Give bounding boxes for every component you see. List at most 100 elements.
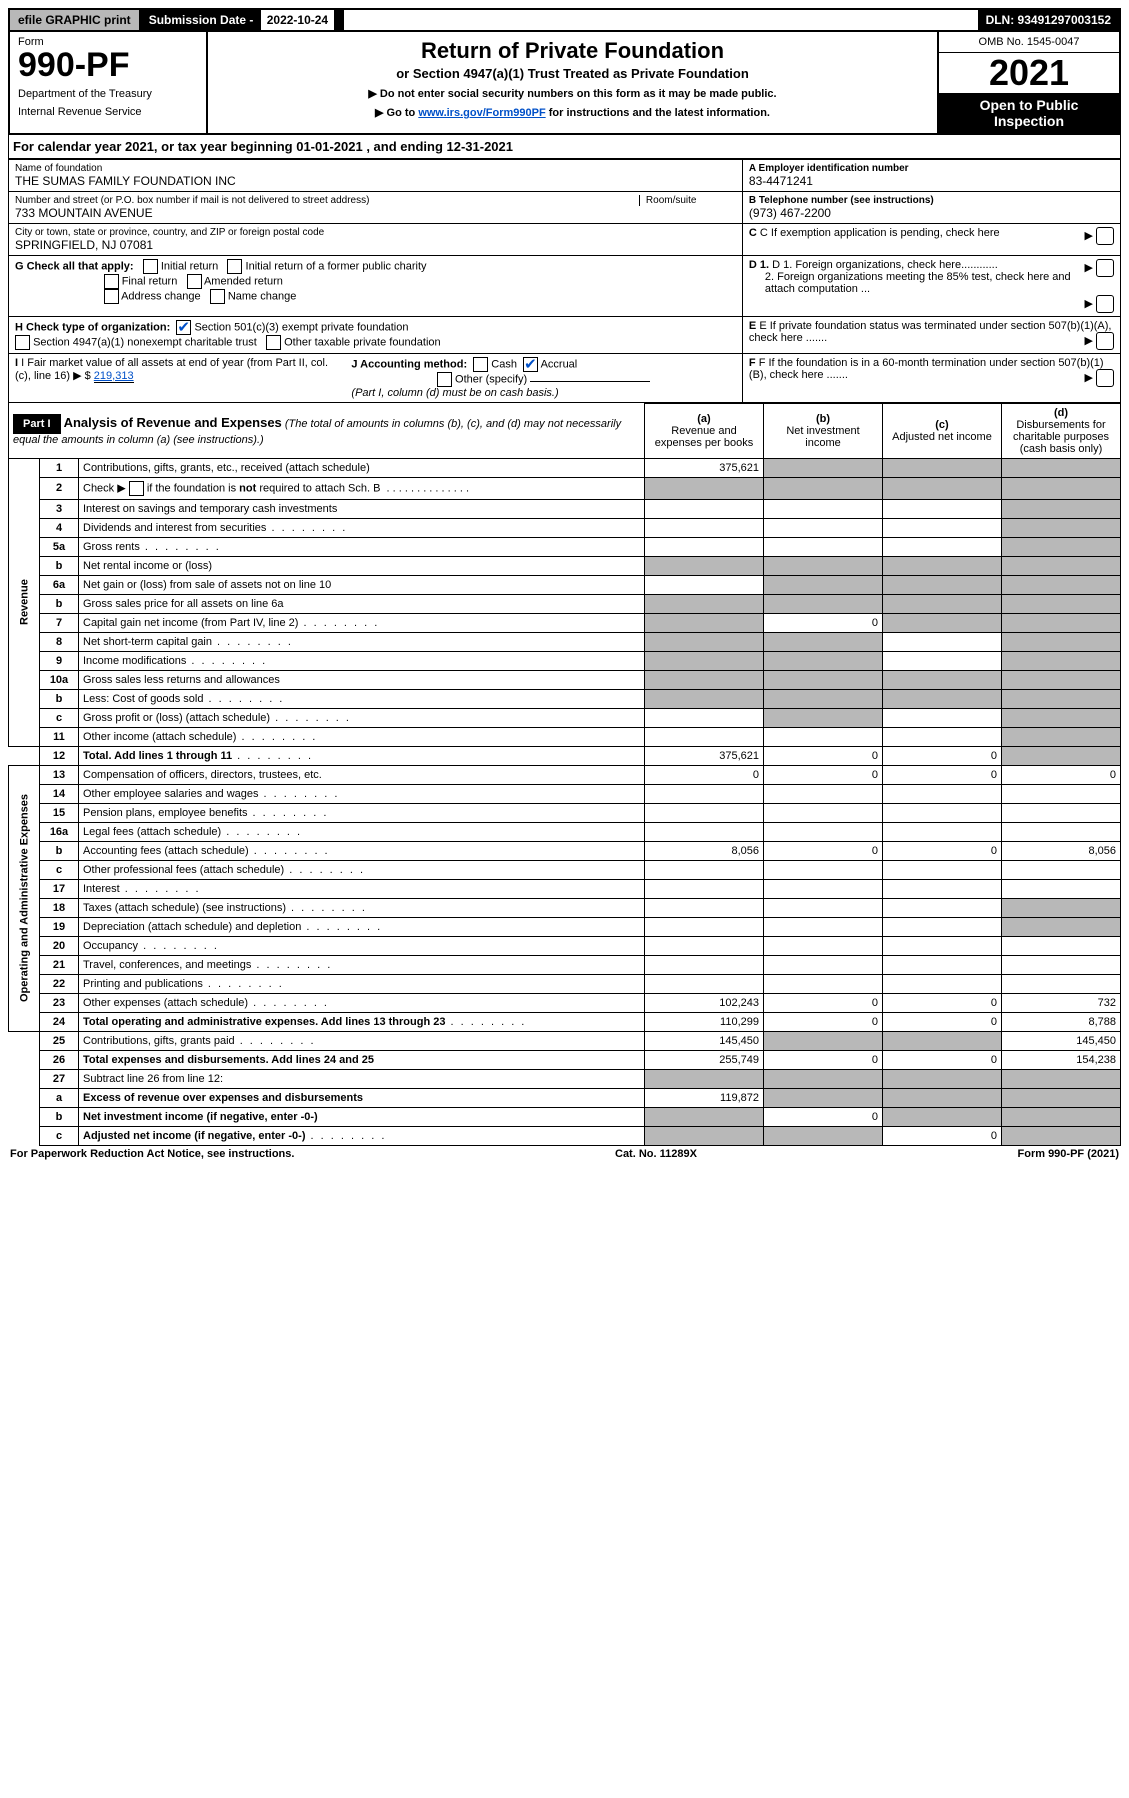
row-7-num: 7 [40,613,79,632]
g-o4: Amended return [204,275,283,287]
instr-1: ▶ Do not enter social security numbers o… [214,87,931,100]
row-8-num: 8 [40,632,79,651]
col-c-hdr2: Adjusted net income [892,431,992,443]
row-5b-desc: Net rental income or (loss) [79,556,645,575]
row-26-b: 0 [764,1050,883,1069]
c-label: C C If exemption application is pending,… [749,227,1000,239]
row-11-desc: Other income (attach schedule) [79,727,645,746]
row-8-desc: Net short-term capital gain [79,632,645,651]
instructions-link[interactable]: www.irs.gov/Form990PF [418,107,545,119]
row-14-desc: Other employee salaries and wages [79,784,645,803]
i-amount[interactable]: 219,313 [94,370,134,383]
addr-label: Number and street (or P.O. box number if… [15,195,627,206]
row-1-desc: Contributions, gifts, grants, etc., rece… [79,458,645,477]
col-d-hdr: (d) [1054,407,1068,419]
h-4947-chk[interactable] [15,335,30,350]
j-cash-chk[interactable] [473,357,488,372]
row-22-num: 22 [40,974,79,993]
row-26-desc: Total expenses and disbursements. Add li… [79,1050,645,1069]
g-amended-chk[interactable] [187,274,202,289]
j-cash: Cash [491,358,517,370]
f-checkbox[interactable] [1096,369,1114,387]
city-label: City or town, state or province, country… [15,227,736,238]
row-12-c: 0 [883,746,1002,765]
row-27c-num: c [40,1126,79,1145]
j-accrual-chk[interactable] [523,357,538,372]
c-checkbox[interactable] [1096,227,1114,245]
row-24-b: 0 [764,1012,883,1031]
row-12-a: 375,621 [645,746,764,765]
city-value: SPRINGFIELD, NJ 07081 [15,238,736,252]
row-1-a: 375,621 [645,458,764,477]
row-24-a: 110,299 [645,1012,764,1031]
part1-table: Part I Analysis of Revenue and Expenses … [8,403,1121,1146]
row-2-chk[interactable] [129,481,144,496]
row-27c-c: 0 [883,1126,1002,1145]
row-25-desc: Contributions, gifts, grants paid [79,1031,645,1050]
row-4-num: 4 [40,518,79,537]
g-initial-return-chk[interactable] [143,259,158,274]
row-5b-num: b [40,556,79,575]
tel-value: (973) 467-2200 [749,206,1114,220]
g-name-change-chk[interactable] [210,289,225,304]
footer-right: Form 990-PF (2021) [1018,1148,1120,1160]
omb-number: OMB No. 1545-0047 [939,32,1119,53]
ein-value: 83-4471241 [749,174,1114,188]
e-checkbox[interactable] [1096,332,1114,350]
row-13-b: 0 [764,765,883,784]
row-18-num: 18 [40,898,79,917]
row-21-desc: Travel, conferences, and meetings [79,955,645,974]
row-16c-desc: Other professional fees (attach schedule… [79,860,645,879]
row-27c-desc: Adjusted net income (if negative, enter … [79,1126,645,1145]
row-13-d: 0 [1002,765,1121,784]
row-16a-num: 16a [40,822,79,841]
row-13-num: 13 [40,765,79,784]
row-24-d: 8,788 [1002,1012,1121,1031]
top-bar: efile GRAPHIC print Submission Date - 20… [8,8,1121,32]
h-other-taxable-chk[interactable] [266,335,281,350]
row-27-desc: Subtract line 26 from line 12: [79,1069,645,1088]
open-to-public: Open to Public Inspection [939,93,1119,133]
row-26-d: 154,238 [1002,1050,1121,1069]
g-initial-former-chk[interactable] [227,259,242,274]
instr2-post: for instructions and the latest informat… [546,107,770,119]
d1-checkbox[interactable] [1096,259,1114,277]
col-b-hdr2: Net investment income [786,425,859,449]
dln: DLN: 93491297003152 [978,10,1119,30]
row-12-num: 12 [40,746,79,765]
g-label: G Check all that apply: [15,260,134,272]
row-26-a: 255,749 [645,1050,764,1069]
col-d-hdr2: Disbursements for charitable purposes (c… [1013,419,1109,455]
row-4-desc: Dividends and interest from securities [79,518,645,537]
row-6a-desc: Net gain or (loss) from sale of assets n… [79,575,645,594]
d2-checkbox[interactable] [1096,295,1114,313]
row-25-num: 25 [40,1031,79,1050]
g-o2: Initial return of a former public charit… [246,260,427,272]
g-final-return-chk[interactable] [104,274,119,289]
name-label: Name of foundation [15,163,736,174]
row-3-desc: Interest on savings and temporary cash i… [79,499,645,518]
header-left: Form 990-PF Department of the Treasury I… [10,32,208,133]
row-19-num: 19 [40,917,79,936]
row-20-num: 20 [40,936,79,955]
h-501c3-chk[interactable] [176,320,191,335]
col-a-hdr2: Revenue and expenses per books [655,425,753,449]
row-22-desc: Printing and publications [79,974,645,993]
form-title: Return of Private Foundation [214,38,931,64]
row-24-c: 0 [883,1012,1002,1031]
g-address-change-chk[interactable] [104,289,119,304]
row-24-desc: Total operating and administrative expen… [79,1012,645,1031]
j-other: Other (specify) [455,373,527,385]
e-label: E E If private foundation status was ter… [749,320,1112,344]
row-14-num: 14 [40,784,79,803]
form-subtitle: or Section 4947(a)(1) Trust Treated as P… [214,66,931,81]
j-other-chk[interactable] [437,372,452,387]
row-23-a: 102,243 [645,993,764,1012]
g-o1: Initial return [161,260,218,272]
g-o5: Address change [121,290,201,302]
row-16b-desc: Accounting fees (attach schedule) [79,841,645,860]
footer: For Paperwork Reduction Act Notice, see … [8,1148,1121,1160]
row-16c-num: c [40,860,79,879]
efile-print-button[interactable]: efile GRAPHIC print [10,10,141,30]
row-13-desc: Compensation of officers, directors, tru… [79,765,645,784]
